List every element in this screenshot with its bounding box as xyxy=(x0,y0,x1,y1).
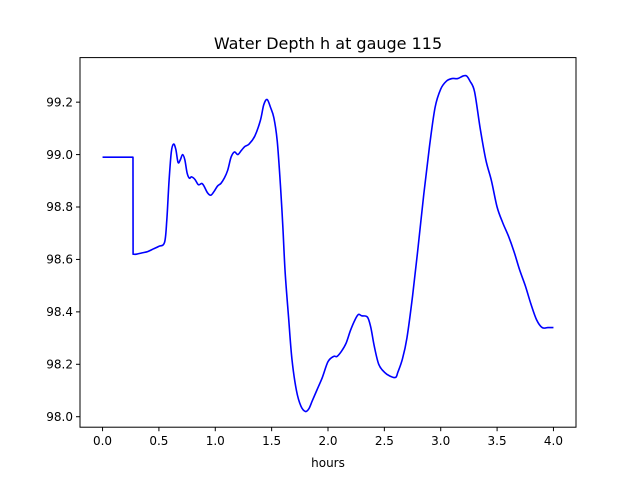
x-tick-label: 3.5 xyxy=(488,434,507,448)
plot-frame xyxy=(79,57,577,428)
y-axis: 98.0 98.2 98.4 98.6 98.8 99.0 99.2 xyxy=(46,95,80,424)
x-tick-label: 1.0 xyxy=(206,434,225,448)
x-tick-label: 4.0 xyxy=(544,434,563,448)
y-tick-label: 98.0 xyxy=(46,410,73,424)
y-tick-label: 99.2 xyxy=(46,95,73,109)
x-tick-label: 1.5 xyxy=(262,434,281,448)
y-tick-label: 99.0 xyxy=(46,148,73,162)
chart-title: Water Depth h at gauge 115 xyxy=(214,34,442,53)
y-tick-label: 98.8 xyxy=(46,200,73,214)
water-depth-line xyxy=(102,74,554,413)
y-tick-label: 98.4 xyxy=(46,305,73,319)
x-tick-label: 3.0 xyxy=(431,434,450,448)
x-axis: 0.0 0.5 1.0 1.5 2.0 2.5 3.0 3.5 4.0 xyxy=(93,427,563,448)
x-axis-label: hours xyxy=(311,456,345,470)
x-tick-label: 2.0 xyxy=(318,434,337,448)
y-tick-label: 98.2 xyxy=(46,357,73,371)
x-tick-label: 0.0 xyxy=(93,434,112,448)
x-tick-label: 2.5 xyxy=(375,434,394,448)
y-tick-label: 98.6 xyxy=(46,253,73,267)
x-tick-label: 0.5 xyxy=(149,434,168,448)
